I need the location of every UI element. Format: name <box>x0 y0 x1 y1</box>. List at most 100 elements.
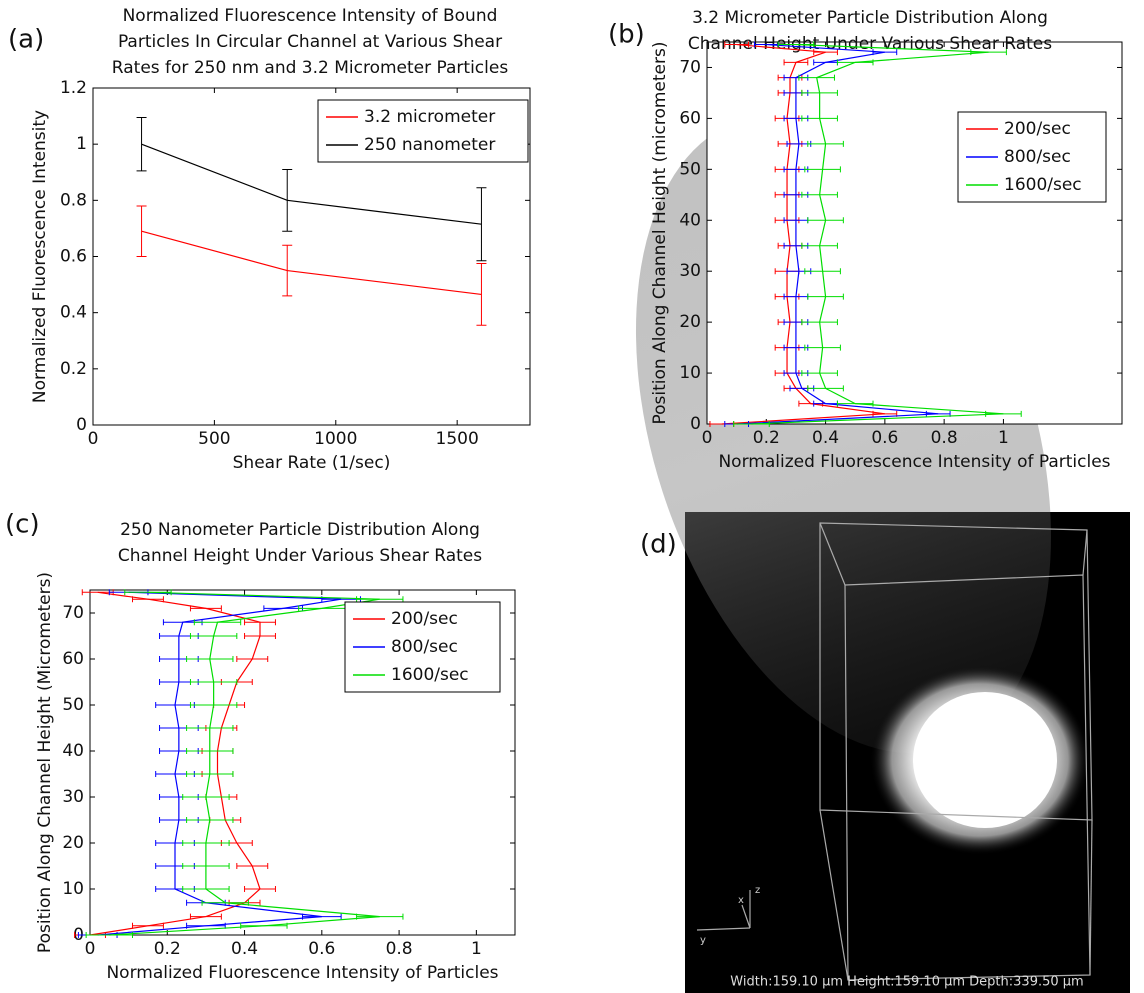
plot-area <box>706 41 1123 425</box>
axis-x-label: x <box>738 895 744 906</box>
y-tick-label: 60 <box>679 108 701 128</box>
chart-title: Normalized Fluorescence Intensity of Bou… <box>123 6 498 26</box>
y-tick-label: 0.6 <box>60 247 87 267</box>
series-line <box>736 43 939 425</box>
chart-title: Particles In Circular Channel at Various… <box>118 32 502 52</box>
error-bar <box>186 817 234 823</box>
legend-label: 200/sec <box>1004 119 1071 139</box>
legend-box <box>317 99 529 163</box>
error-bar <box>813 49 838 56</box>
y-tick-label: 30 <box>62 787 84 807</box>
error-bar <box>836 59 874 66</box>
x-axis-label: Normalized Fluorescence Intensity of Par… <box>718 452 1110 472</box>
y-tick-label: 20 <box>62 833 84 853</box>
error-bar <box>356 913 404 920</box>
error-bar <box>985 410 1022 417</box>
x-tick-label: 0.2 <box>154 939 181 959</box>
error-bar <box>807 293 844 300</box>
error-bar <box>189 605 222 612</box>
error-bar <box>801 242 838 249</box>
error-bar <box>801 319 838 326</box>
panel-label: (c) <box>5 510 40 540</box>
error-bar <box>186 748 234 754</box>
y-tick-label: 30 <box>679 261 701 281</box>
y-tick-label: 1 <box>76 134 87 154</box>
y-tick-label: 50 <box>62 695 84 715</box>
y-tick-label: 10 <box>62 879 84 899</box>
series-line <box>89 591 261 936</box>
error-bar <box>132 596 164 603</box>
error-bar <box>282 168 293 232</box>
error-bar <box>836 400 874 407</box>
y-tick-label: 20 <box>679 312 701 332</box>
error-bar <box>356 596 404 603</box>
error-bar <box>124 589 172 596</box>
y-tick-label: 50 <box>679 159 701 179</box>
image-caption: Width:159.10 µm Height:159.10 µm Depth:3… <box>730 975 1083 990</box>
axis-y-label: y <box>700 935 706 946</box>
x-tick-label: 0.8 <box>386 939 413 959</box>
error-bar <box>724 41 749 48</box>
x-tick-label: 0.6 <box>871 428 898 448</box>
error-bar <box>807 217 844 224</box>
error-bar <box>302 913 342 920</box>
error-bar <box>804 344 841 351</box>
error-bar <box>240 922 288 929</box>
error-bar <box>804 166 841 173</box>
y-tick-label: 1.2 <box>60 78 87 98</box>
legend-label: 1600/sec <box>391 665 469 685</box>
error-bar <box>801 89 838 96</box>
panel-label: (a) <box>8 25 44 55</box>
error-bar <box>189 913 222 920</box>
error-bar <box>193 619 242 626</box>
x-tick-label: 500 <box>198 429 230 449</box>
error-bar <box>236 863 269 869</box>
series-line <box>97 591 342 936</box>
error-bar <box>777 41 815 48</box>
error-bar <box>798 74 835 81</box>
error-bar <box>186 656 234 662</box>
error-bar <box>189 633 238 639</box>
y-tick-label: 60 <box>62 649 84 669</box>
legend-label: 250 nanometer <box>364 135 495 155</box>
x-axis-label: Normalized Fluorescence Intensity of Par… <box>106 963 498 983</box>
y-tick-label: 0 <box>76 415 87 435</box>
y-tick-label: 70 <box>679 57 701 77</box>
y-tick-label: 0.2 <box>60 359 87 379</box>
legend-label: 800/sec <box>1004 147 1071 167</box>
x-tick-label: 0.8 <box>931 428 958 448</box>
error-bar <box>201 899 249 906</box>
y-tick-label: 40 <box>62 741 84 761</box>
x-tick-label: 1 <box>471 939 482 959</box>
error-bar <box>189 679 238 685</box>
error-bar <box>807 140 844 147</box>
error-bar <box>783 59 809 66</box>
series-line <box>109 591 380 936</box>
y-axis-label: Position Along Channel Height (micromete… <box>650 41 670 424</box>
x-tick-label: 0.2 <box>753 428 780 448</box>
series-line <box>721 43 885 425</box>
y-tick-label: 10 <box>679 363 701 383</box>
error-bar <box>186 771 234 777</box>
y-tick-label: 40 <box>679 210 701 230</box>
legend-label: 800/sec <box>391 637 458 657</box>
y-tick-label: 70 <box>62 603 84 623</box>
panel-label: (b) <box>608 20 645 50</box>
error-bar <box>85 932 133 938</box>
error-bar <box>282 244 293 297</box>
x-tick-label: 0.4 <box>231 939 258 959</box>
chart-title: Channel Height Under Various Shear Rates <box>688 34 1052 54</box>
error-bar <box>801 115 838 122</box>
y-axis-label: Position Along Channel Height (Micromete… <box>35 572 55 953</box>
x-tick-label: 0.4 <box>812 428 839 448</box>
legend-label: 3.2 micrometer <box>364 107 495 127</box>
series-line <box>751 43 1004 425</box>
x-tick-label: 1500 <box>436 429 479 449</box>
chart-title: 3.2 Micrometer Particle Distribution Alo… <box>692 8 1048 28</box>
error-bar <box>182 863 230 869</box>
error-bar <box>136 205 147 257</box>
error-bar <box>476 187 487 262</box>
error-bar <box>132 922 164 929</box>
error-bar <box>182 886 230 892</box>
error-bar <box>244 619 276 626</box>
